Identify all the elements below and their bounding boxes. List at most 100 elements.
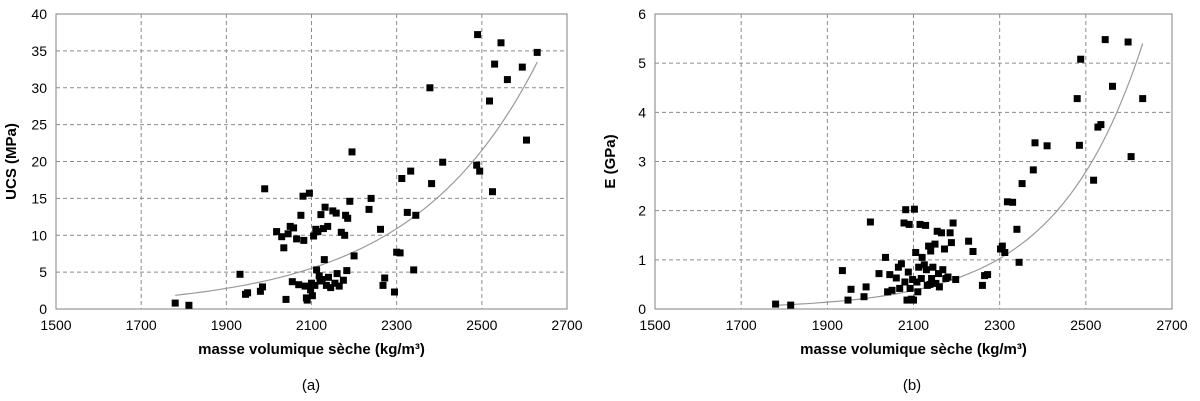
x-tick-label: 2500 bbox=[1070, 317, 1101, 333]
data-point bbox=[900, 219, 908, 227]
data-point bbox=[787, 301, 795, 309]
data-point bbox=[1075, 141, 1083, 149]
x-tick-label: 1700 bbox=[126, 317, 157, 333]
data-point bbox=[1090, 176, 1098, 184]
data-point bbox=[838, 267, 846, 275]
data-point bbox=[1043, 142, 1051, 150]
data-point bbox=[391, 288, 398, 296]
data-point bbox=[938, 229, 945, 237]
data-point bbox=[984, 271, 992, 279]
data-point bbox=[325, 273, 332, 281]
x-tick-label: 1500 bbox=[639, 317, 670, 333]
data-point bbox=[947, 239, 955, 247]
data-point bbox=[1124, 38, 1132, 46]
data-point bbox=[902, 206, 910, 214]
data-point bbox=[925, 242, 933, 250]
data-point bbox=[518, 63, 526, 71]
data-point bbox=[523, 136, 530, 144]
chart-panel-b: 1500 1700 1900 2100 2300 2500 2700 0 1 2 3 4 5 6 mas… bbox=[602, 6, 1188, 394]
data-point bbox=[939, 266, 947, 274]
data-point bbox=[426, 84, 434, 92]
data-point bbox=[297, 211, 305, 219]
data-point bbox=[978, 281, 986, 289]
data-point bbox=[922, 266, 930, 274]
data-point bbox=[1001, 249, 1009, 256]
data-point bbox=[344, 214, 352, 222]
y-tick-label: 0 bbox=[39, 301, 47, 317]
x-tick-label: 2100 bbox=[898, 317, 929, 333]
y-tick-label: 3 bbox=[638, 154, 646, 170]
data-point bbox=[862, 283, 870, 291]
data-point bbox=[301, 282, 309, 290]
panel-caption: (a) bbox=[302, 377, 320, 394]
data-point bbox=[915, 263, 923, 271]
chart-panel-a: 1500 1700 1900 2100 2300 2500 2700 0 5 10 15 20 25 3… bbox=[3, 6, 583, 394]
y-tick-label: 6 bbox=[638, 6, 646, 22]
data-point bbox=[906, 284, 914, 292]
data-point bbox=[476, 167, 484, 175]
y-tick-label: 5 bbox=[39, 264, 47, 280]
data-point bbox=[185, 301, 193, 309]
data-point bbox=[305, 189, 313, 197]
x-axis-label: masse volumique sèche (kg/m³) bbox=[800, 341, 1027, 358]
data-point bbox=[322, 281, 330, 289]
data-point bbox=[912, 249, 920, 256]
data-point bbox=[910, 205, 918, 213]
data-point bbox=[875, 270, 883, 278]
data-point bbox=[343, 267, 351, 275]
data-points bbox=[772, 36, 1147, 309]
data-point bbox=[946, 229, 954, 237]
data-point bbox=[327, 284, 335, 292]
y-tick-label: 25 bbox=[31, 117, 47, 133]
data-point bbox=[844, 296, 852, 304]
data-point bbox=[335, 282, 343, 290]
data-point bbox=[313, 266, 321, 274]
data-point bbox=[315, 272, 323, 280]
data-point bbox=[503, 76, 511, 84]
y-tick-label: 20 bbox=[31, 154, 47, 170]
x-tick-label: 2500 bbox=[466, 317, 497, 333]
data-point bbox=[910, 296, 917, 304]
data-point bbox=[1139, 95, 1147, 103]
data-point bbox=[314, 228, 322, 236]
data-point bbox=[917, 275, 925, 282]
data-point bbox=[533, 48, 541, 56]
data-point bbox=[346, 197, 354, 205]
data-point bbox=[901, 278, 909, 286]
data-point bbox=[920, 261, 928, 269]
data-point bbox=[290, 224, 298, 232]
data-point bbox=[922, 221, 930, 229]
data-point bbox=[886, 271, 894, 279]
data-point bbox=[295, 281, 303, 289]
data-point bbox=[928, 275, 936, 282]
data-point bbox=[1073, 95, 1081, 103]
data-point bbox=[308, 292, 316, 300]
data-point bbox=[403, 208, 411, 216]
x-tick-labels: 1500 1700 1900 2100 2300 2500 2700 bbox=[639, 317, 1187, 333]
data-point bbox=[998, 242, 1006, 250]
data-point bbox=[965, 237, 973, 245]
data-point bbox=[888, 286, 896, 294]
panel-caption: (b) bbox=[903, 377, 921, 394]
data-point bbox=[332, 209, 340, 217]
data-point bbox=[303, 296, 311, 304]
y-tick-labels: 0 1 2 3 4 5 6 bbox=[638, 6, 646, 317]
data-point bbox=[300, 236, 308, 244]
data-point bbox=[379, 281, 387, 289]
x-tick-labels: 1500 1700 1900 2100 2300 2500 2700 bbox=[40, 317, 582, 333]
data-point bbox=[367, 194, 375, 202]
data-point bbox=[293, 235, 301, 243]
data-point bbox=[282, 295, 290, 303]
data-point bbox=[310, 232, 318, 240]
data-point bbox=[772, 300, 780, 308]
data-point bbox=[486, 97, 493, 105]
data-point bbox=[926, 280, 934, 288]
data-point bbox=[935, 283, 943, 291]
x-tick-label: 2700 bbox=[551, 317, 582, 333]
x-tick-label: 2100 bbox=[296, 317, 327, 333]
data-point bbox=[284, 230, 292, 238]
data-point bbox=[916, 220, 924, 228]
data-point bbox=[473, 161, 481, 169]
data-point bbox=[1013, 225, 1021, 233]
